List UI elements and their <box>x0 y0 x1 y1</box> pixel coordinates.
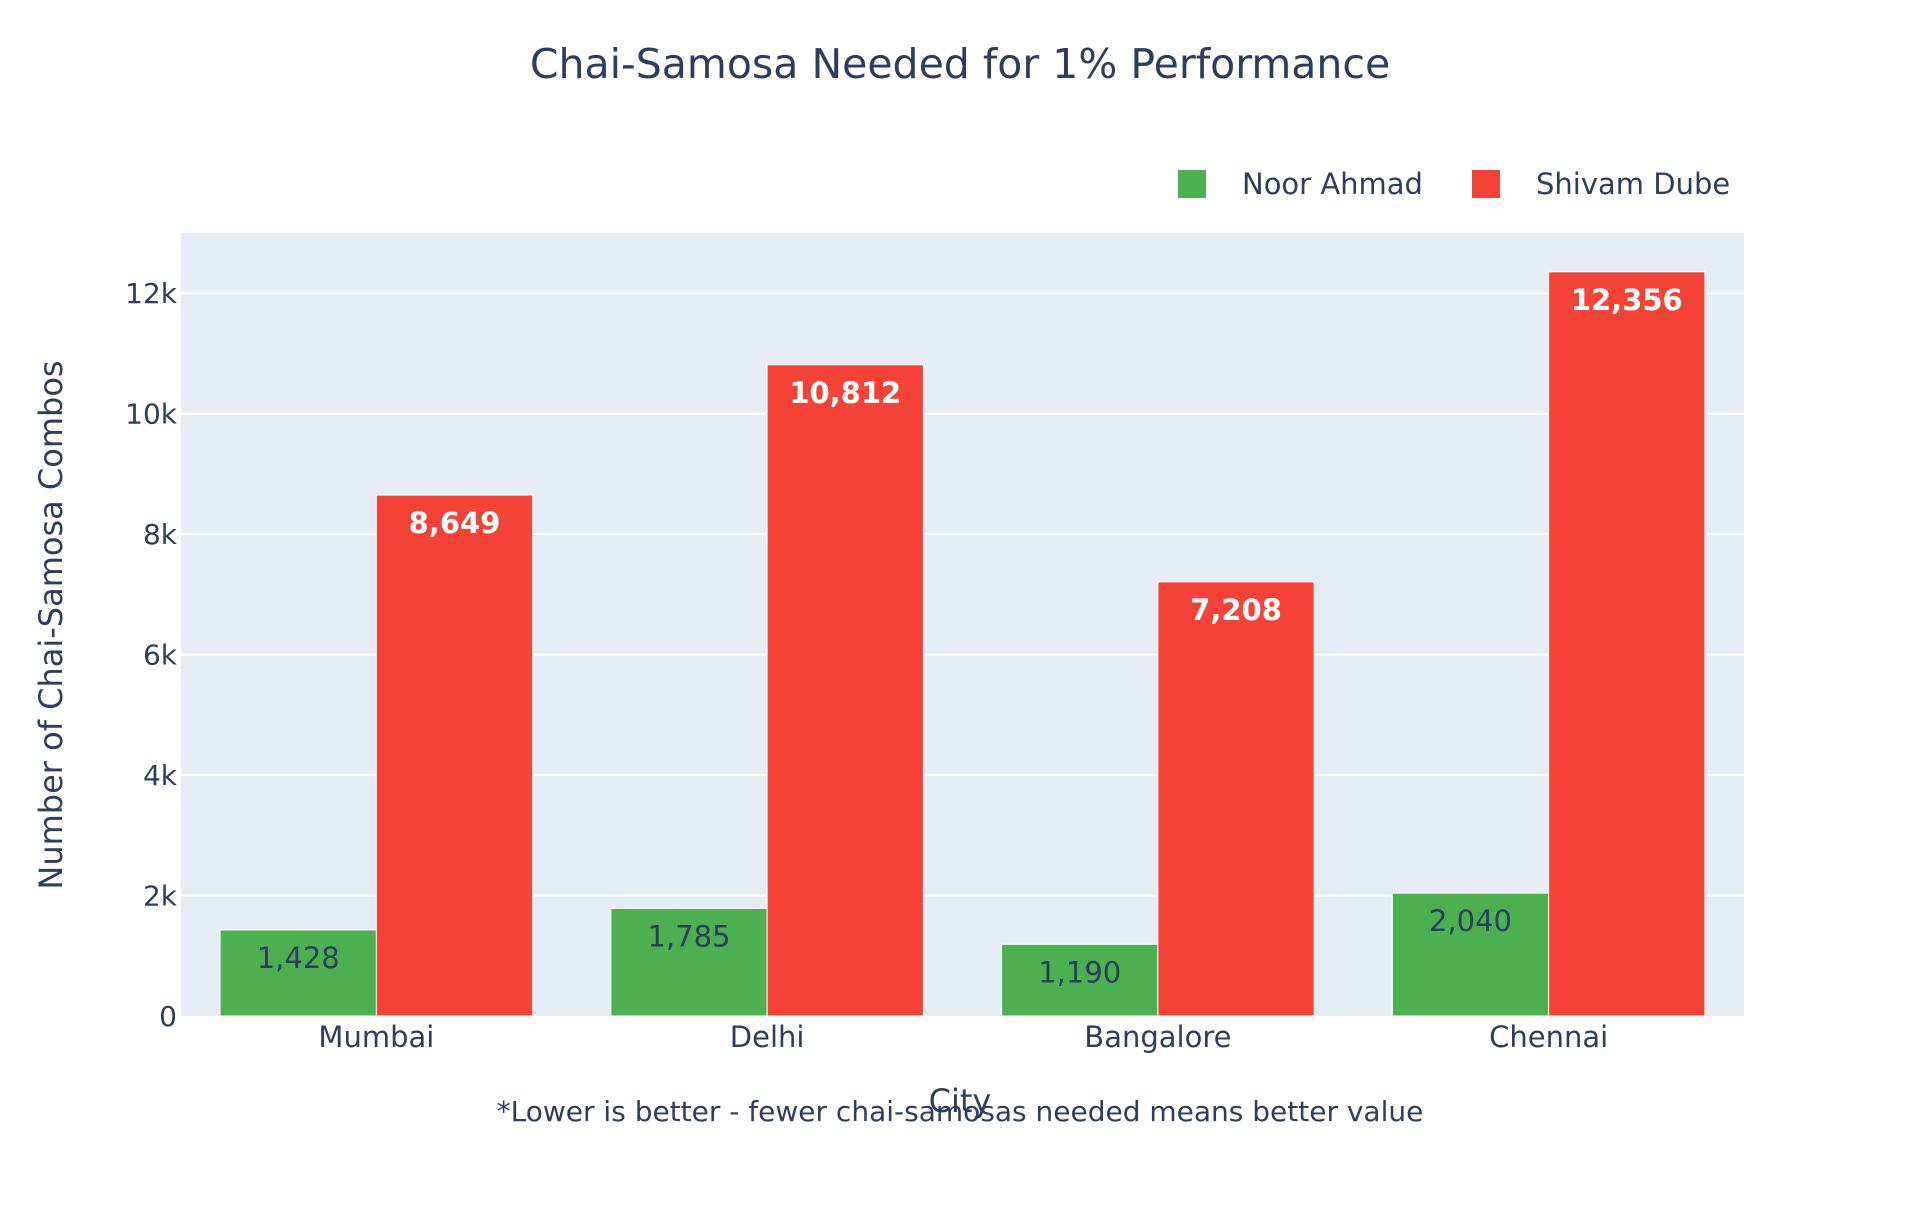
x-axis-ticks: Mumbai Delhi Bangalore Chennai <box>318 1020 1608 1054</box>
bar-noor-ahmad[interactable] <box>610 907 768 1017</box>
bar-value-label: 1,190 <box>1038 955 1121 989</box>
bar-noor-ahmad[interactable] <box>1391 892 1550 1017</box>
bar-shivam-dube[interactable] <box>1157 581 1315 1017</box>
bar-value-label: 7,208 <box>1190 593 1282 627</box>
x-tick-label: Chennai <box>1489 1020 1608 1054</box>
footnote-annotation: *Lower is better - fewer chai-samosas ne… <box>497 1095 1424 1128</box>
legend-label[interactable]: Noor Ahmad <box>1242 167 1423 201</box>
bar-labels: 1,428 8,649 1,785 10,812 1,190 7,208 2,040 12,3… <box>257 283 1683 990</box>
y-tick-label: 0 <box>159 1000 177 1033</box>
y-tick-label: 10k <box>125 398 178 431</box>
x-tick-label: Delhi <box>730 1020 805 1054</box>
bar-shivam-dube[interactable] <box>766 364 924 1017</box>
x-axis-label: City <box>929 1082 992 1120</box>
x-tick-label: Bangalore <box>1084 1020 1231 1054</box>
legend: Noor Ahmad Shivam Dube <box>1178 167 1730 201</box>
bar-value-label: 10,812 <box>789 376 901 410</box>
legend-label[interactable]: Shivam Dube <box>1536 167 1730 201</box>
x-tick-label: Mumbai <box>318 1020 434 1054</box>
bars <box>219 271 1706 1017</box>
y-tick-label: 6k <box>143 639 178 672</box>
legend-swatch[interactable] <box>1472 170 1500 198</box>
bar-noor-ahmad[interactable] <box>219 929 377 1017</box>
bar-shivam-dube[interactable] <box>375 494 534 1017</box>
bar-value-label: 1,428 <box>257 941 340 975</box>
bar-value-label: 2,040 <box>1429 904 1512 938</box>
y-tick-label: 2k <box>143 880 178 913</box>
y-tick-label: 4k <box>143 759 178 792</box>
chart-title: Chai-Samosa Needed for 1% Performance <box>530 40 1390 88</box>
bar-value-label: 1,785 <box>647 919 730 953</box>
bar-value-label: 12,356 <box>1571 283 1683 317</box>
bar-shivam-dube[interactable] <box>1548 271 1706 1017</box>
y-axis-label: Number of Chai-Samosa Combos <box>32 360 70 889</box>
legend-swatch[interactable] <box>1178 170 1206 198</box>
y-tick-label: 8k <box>143 518 178 551</box>
bar-value-label: 8,649 <box>409 506 501 540</box>
y-tick-label: 12k <box>125 277 178 310</box>
y-axis-ticks: 0 2k 4k 6k 8k 10k 12k <box>125 277 178 1033</box>
